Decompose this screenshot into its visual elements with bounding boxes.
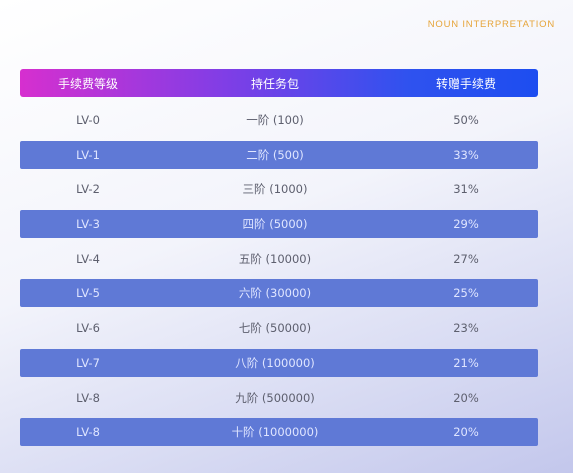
level-cell: LV-8 (76, 425, 100, 440)
fee-table-header: 手续费等级 持任务包 转赠手续费 (20, 69, 538, 97)
level-cell: LV-0 (76, 113, 100, 127)
fee-cell: 29% (453, 217, 479, 232)
table-row: LV-6 七阶 (50000) 23% (20, 314, 538, 342)
package-cell: 八阶 (100000) (235, 355, 315, 370)
fee-cell: 20% (453, 425, 479, 440)
header-transfer-fee: 转赠手续费 (435, 76, 496, 91)
level-cell: LV-1 (76, 147, 100, 162)
header-task-package: 持任务包 (250, 76, 299, 91)
table-row: LV-1 二阶 (500) 33% (20, 140, 538, 169)
fee-cell: 23% (453, 321, 479, 336)
header-fee-level: 手续费等级 (57, 76, 118, 91)
fee-cell: 20% (453, 390, 479, 405)
table-row: LV-8 十阶 (1000000) 20% (20, 418, 538, 447)
package-cell: 三阶 (1000) (242, 182, 308, 197)
package-cell: 二阶 (500) (246, 147, 304, 162)
package-cell: 一阶 (100) (246, 113, 304, 127)
level-cell: LV-6 (76, 321, 100, 336)
level-cell: LV-3 (76, 217, 100, 232)
level-cell: LV-2 (76, 182, 100, 197)
fee-cell: 25% (453, 286, 479, 301)
table-row: LV-4 五阶 (10000) 27% (20, 245, 538, 273)
level-cell: LV-8 (76, 390, 100, 405)
level-cell: LV-5 (76, 286, 100, 301)
package-cell: 十阶 (1000000) (231, 425, 319, 440)
package-cell: 四阶 (5000) (242, 217, 308, 232)
fee-cell: 21% (453, 355, 479, 370)
fee-cell: 27% (453, 251, 479, 266)
noun-interpretation-label: NOUN INTERPRETATION (427, 19, 555, 30)
table-row: LV-7 八阶 (100000) 21% (20, 348, 538, 377)
fee-cell: 31% (453, 182, 479, 197)
level-cell: LV-4 (76, 251, 100, 266)
level-cell: LV-7 (76, 355, 100, 370)
table-row: LV-2 三阶 (1000) 31% (20, 175, 538, 203)
package-cell: 九阶 (500000) (235, 390, 315, 405)
package-cell: 七阶 (50000) (238, 321, 312, 336)
table-row: LV-0 一阶 (100) 50% (20, 106, 538, 134)
package-cell: 六阶 (30000) (238, 286, 312, 301)
package-cell: 五阶 (10000) (238, 251, 312, 266)
table-row: LV-3 四阶 (5000) 29% (20, 210, 538, 239)
table-row: LV-8 九阶 (500000) 20% (20, 384, 538, 412)
fee-table-body: LV-0 一阶 (100) 50% LV-1 二阶 (500) 33% LV-2… (20, 106, 538, 453)
fee-cell: 50% (453, 113, 479, 127)
table-row: LV-5 六阶 (30000) 25% (20, 279, 538, 308)
fee-cell: 33% (453, 147, 479, 162)
